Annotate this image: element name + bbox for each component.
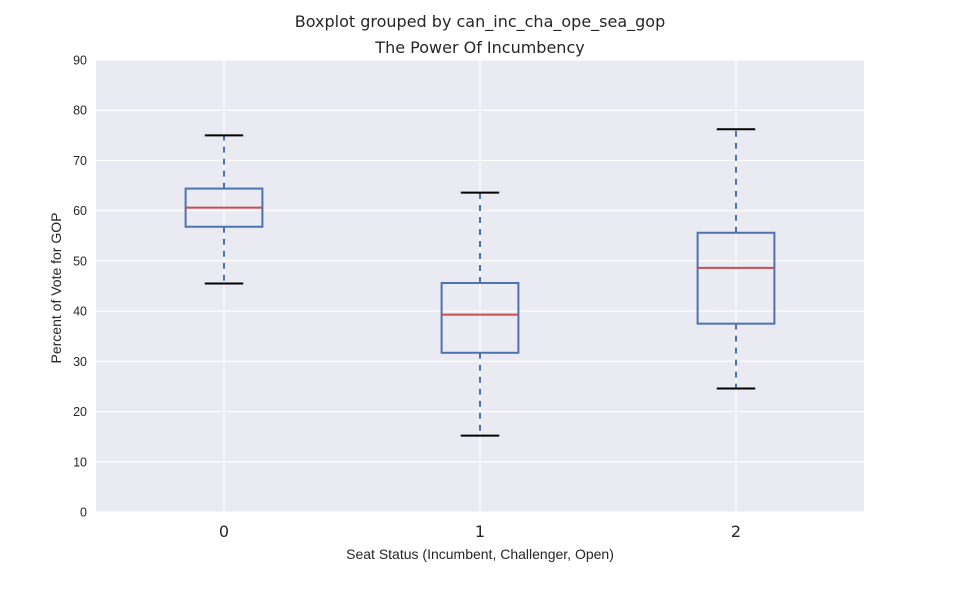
y-tick-label: 40 xyxy=(73,305,87,319)
box-group xyxy=(184,134,264,285)
y-tick-label: 10 xyxy=(73,455,87,469)
y-tick-labels: 0 10 20 30 40 50 60 70 80 90 xyxy=(73,54,87,520)
chart-suptitle: Boxplot grouped by can_inc_cha_ope_sea_g… xyxy=(295,12,666,32)
y-axis-label: Percent of Vote for GOP xyxy=(48,213,64,364)
y-tick-label: 90 xyxy=(73,54,87,68)
iqr-box xyxy=(696,231,776,325)
y-tick-label: 50 xyxy=(73,254,87,268)
y-tick-label: 70 xyxy=(73,154,87,168)
x-axis-label: Seat Status (Incumbent, Challenger, Open… xyxy=(346,546,614,562)
x-tick-labels: 0 1 2 xyxy=(219,522,741,541)
box-group xyxy=(440,191,520,437)
x-tick-label: 0 xyxy=(219,522,229,541)
boxes xyxy=(184,128,776,437)
y-tick-label: 80 xyxy=(73,104,87,118)
y-tick-label: 20 xyxy=(73,405,87,419)
y-tick-label: 60 xyxy=(73,204,87,218)
y-tick-label: 30 xyxy=(73,355,87,369)
iqr-box xyxy=(440,281,520,354)
x-tick-label: 2 xyxy=(731,522,741,541)
y-tick-label: 0 xyxy=(80,506,87,520)
box-group xyxy=(696,128,776,390)
chart-title: The Power Of Incumbency xyxy=(374,38,584,57)
x-tick-label: 1 xyxy=(475,522,485,541)
